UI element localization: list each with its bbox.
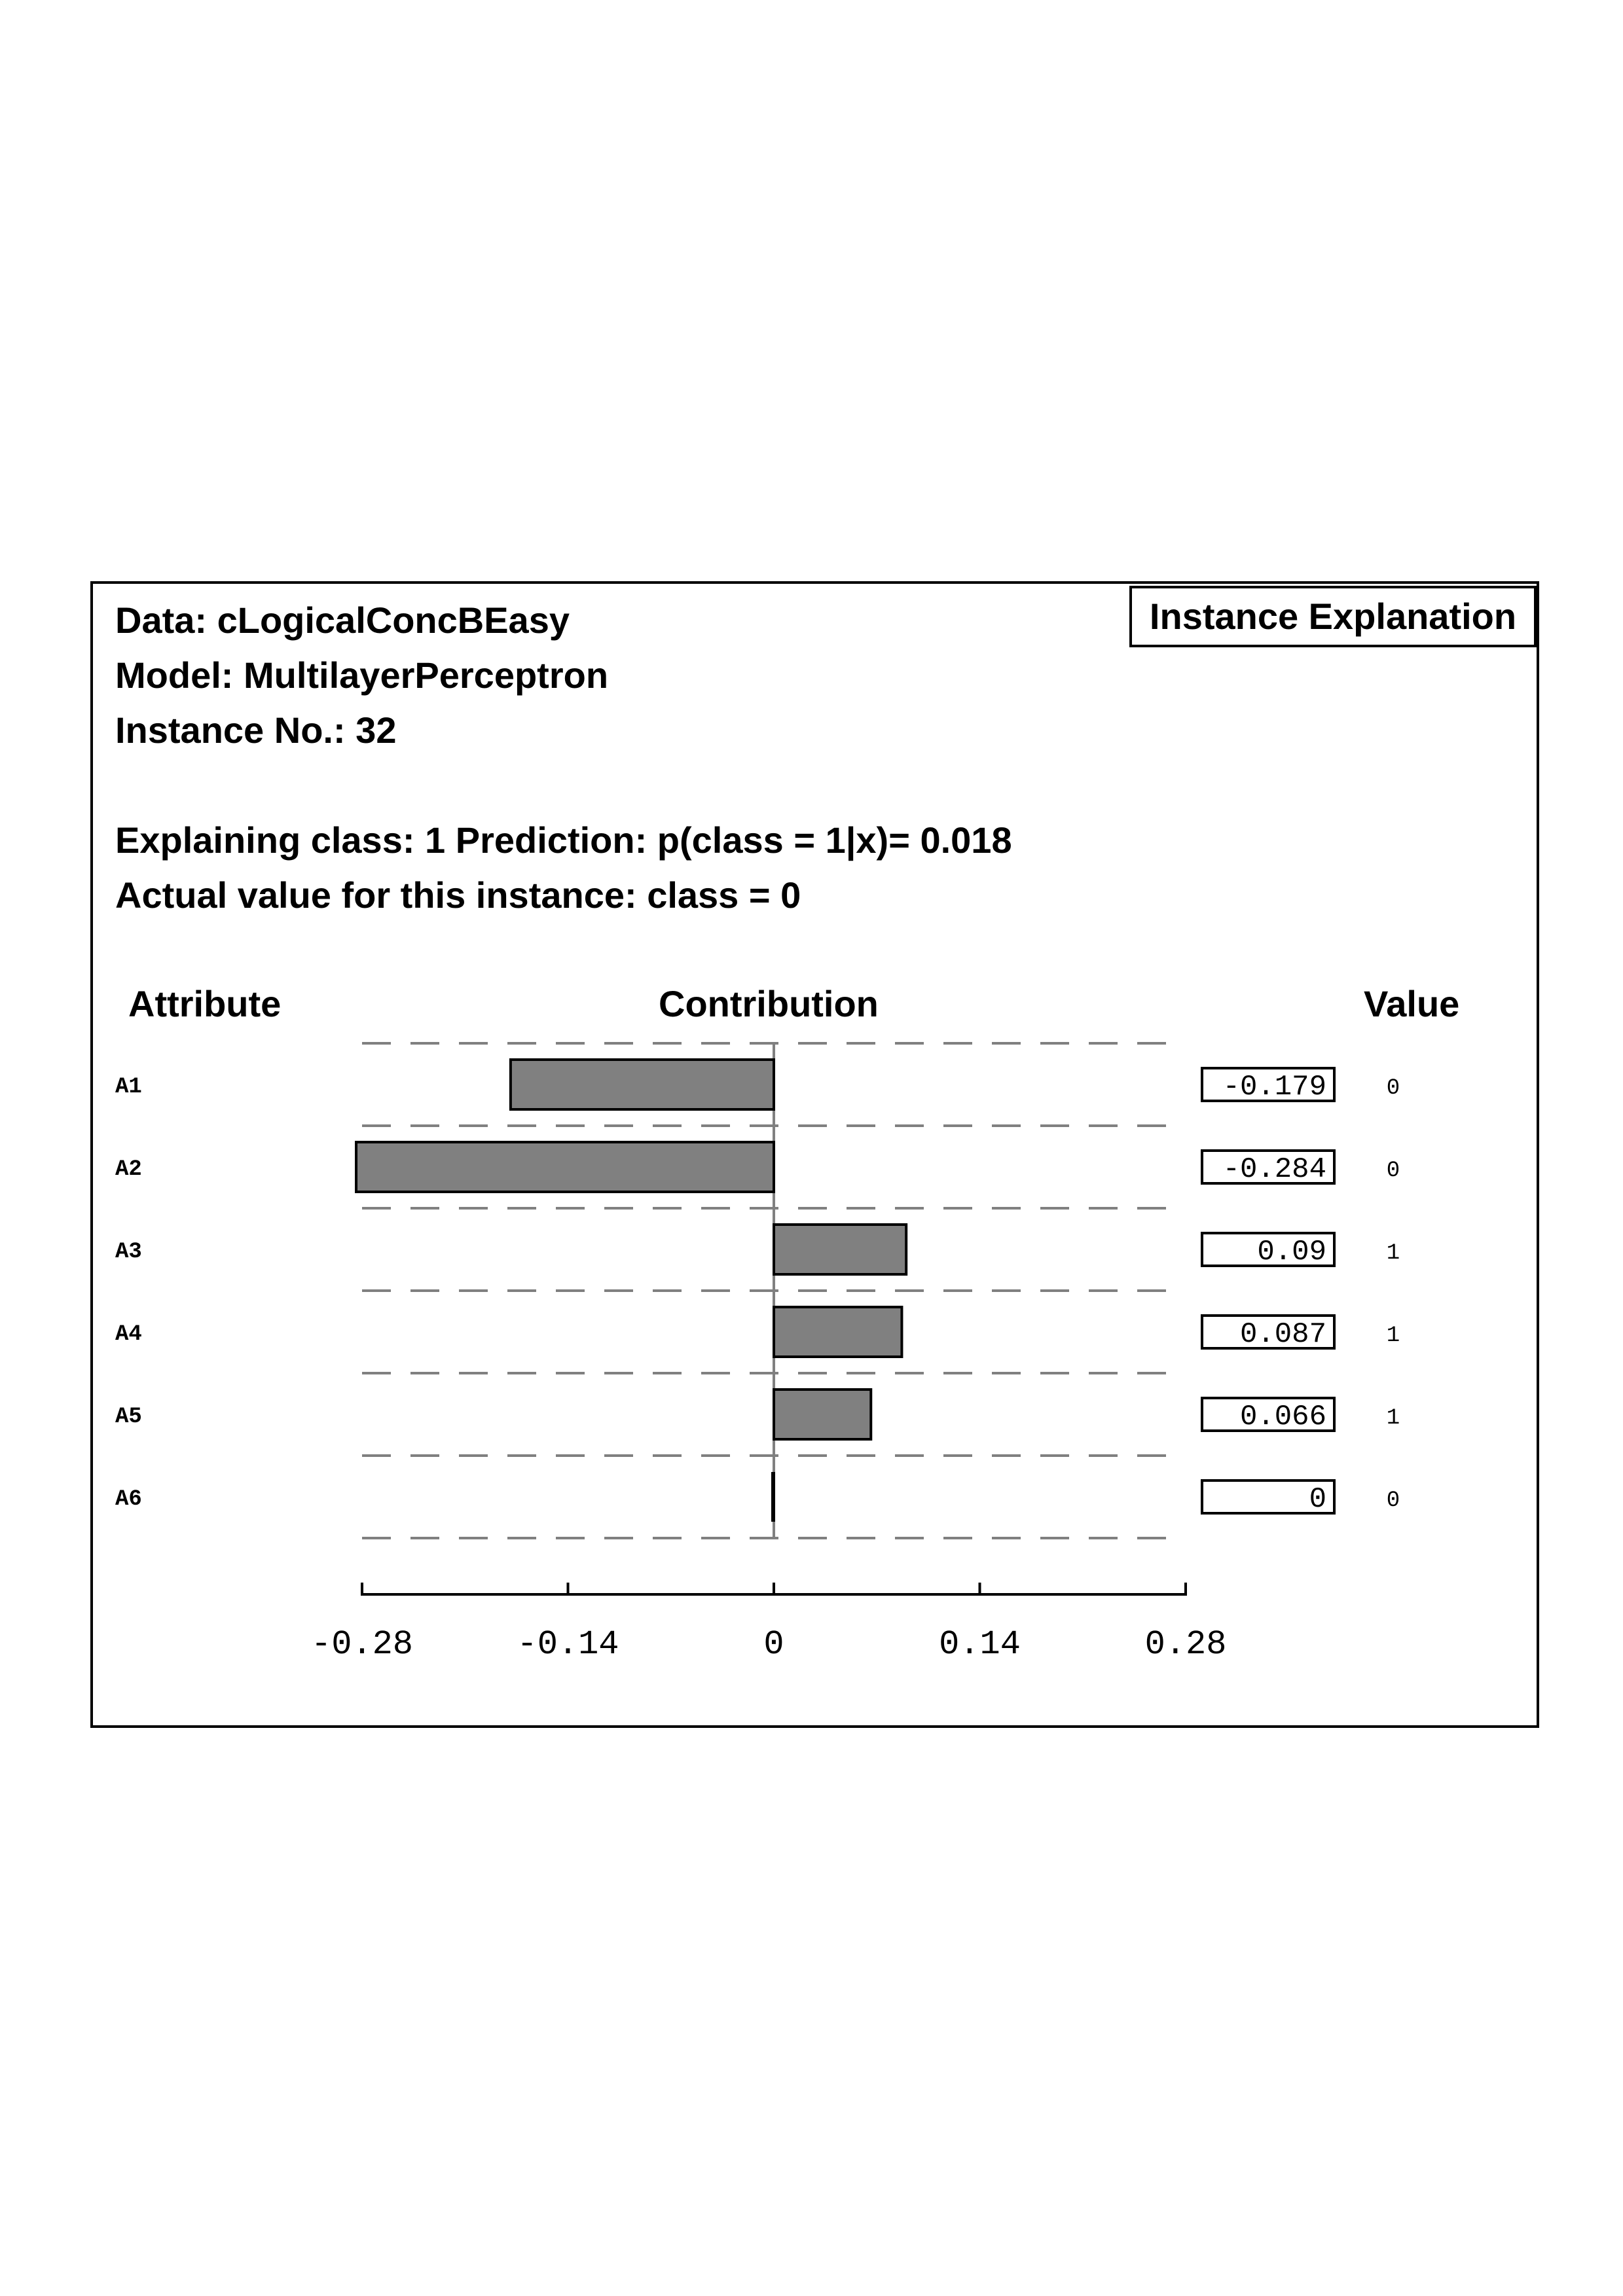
contribution-column-header: Contribution xyxy=(659,983,879,1024)
x-tick-label: 0.14 xyxy=(939,1625,1021,1664)
instance-explanation-badge: Instance Explanation xyxy=(1129,586,1537,647)
contribution-value-label: -0.284 xyxy=(1223,1153,1326,1186)
x-tick-label: 0.28 xyxy=(1145,1625,1227,1664)
explanation-frame xyxy=(90,581,1539,1728)
contribution-value-label: 0.09 xyxy=(1257,1236,1326,1268)
data-title: Data: cLogicalConcBEasy xyxy=(115,600,570,641)
attribute-label-a4: A4 xyxy=(115,1322,142,1347)
value-column-header: Value xyxy=(1364,983,1460,1024)
bar-a3 xyxy=(773,1223,908,1276)
bar-a6 xyxy=(771,1472,775,1522)
x-tick-label: 0 xyxy=(763,1625,784,1664)
contribution-value-box xyxy=(1201,1232,1336,1267)
contribution-value-label: 0 xyxy=(1309,1483,1326,1516)
x-tick-label: -0.28 xyxy=(311,1625,413,1664)
explaining-class-line: Explaining class: 1 Prediction: p(class … xyxy=(115,819,1012,861)
contribution-value-label: -0.179 xyxy=(1223,1071,1326,1103)
attribute-value-a1: 0 xyxy=(1387,1076,1400,1101)
contribution-value-box xyxy=(1201,1479,1336,1515)
bar-a4 xyxy=(773,1306,903,1358)
attribute-label-a3: A3 xyxy=(115,1240,142,1265)
attribute-value-a4: 1 xyxy=(1387,1323,1400,1348)
instance-title: Instance No.: 32 xyxy=(115,709,397,751)
contribution-value-label: 0.087 xyxy=(1240,1318,1326,1351)
contribution-value-box xyxy=(1201,1067,1336,1102)
attribute-label-a6: A6 xyxy=(115,1487,142,1512)
attribute-column-header: Attribute xyxy=(128,983,282,1024)
attribute-value-a3: 1 xyxy=(1387,1241,1400,1266)
bar-a5 xyxy=(773,1388,873,1441)
attribute-value-a2: 0 xyxy=(1387,1158,1400,1183)
attribute-value-a6: 0 xyxy=(1387,1488,1400,1513)
contribution-value-box xyxy=(1201,1149,1336,1185)
attribute-label-a1: A1 xyxy=(115,1075,142,1100)
contribution-value-box xyxy=(1201,1314,1336,1350)
contribution-value-label: 0.066 xyxy=(1240,1401,1326,1433)
actual-value-line: Actual value for this instance: class = … xyxy=(115,874,801,916)
x-tick-label: -0.14 xyxy=(517,1625,619,1664)
attribute-value-a5: 1 xyxy=(1387,1406,1400,1431)
attribute-label-a2: A2 xyxy=(115,1157,142,1182)
bar-a1 xyxy=(509,1058,775,1111)
bar-a2 xyxy=(355,1141,775,1193)
attribute-label-a5: A5 xyxy=(115,1405,142,1429)
model-title: Model: MultilayerPerceptron xyxy=(115,655,609,696)
contribution-value-box xyxy=(1201,1397,1336,1432)
